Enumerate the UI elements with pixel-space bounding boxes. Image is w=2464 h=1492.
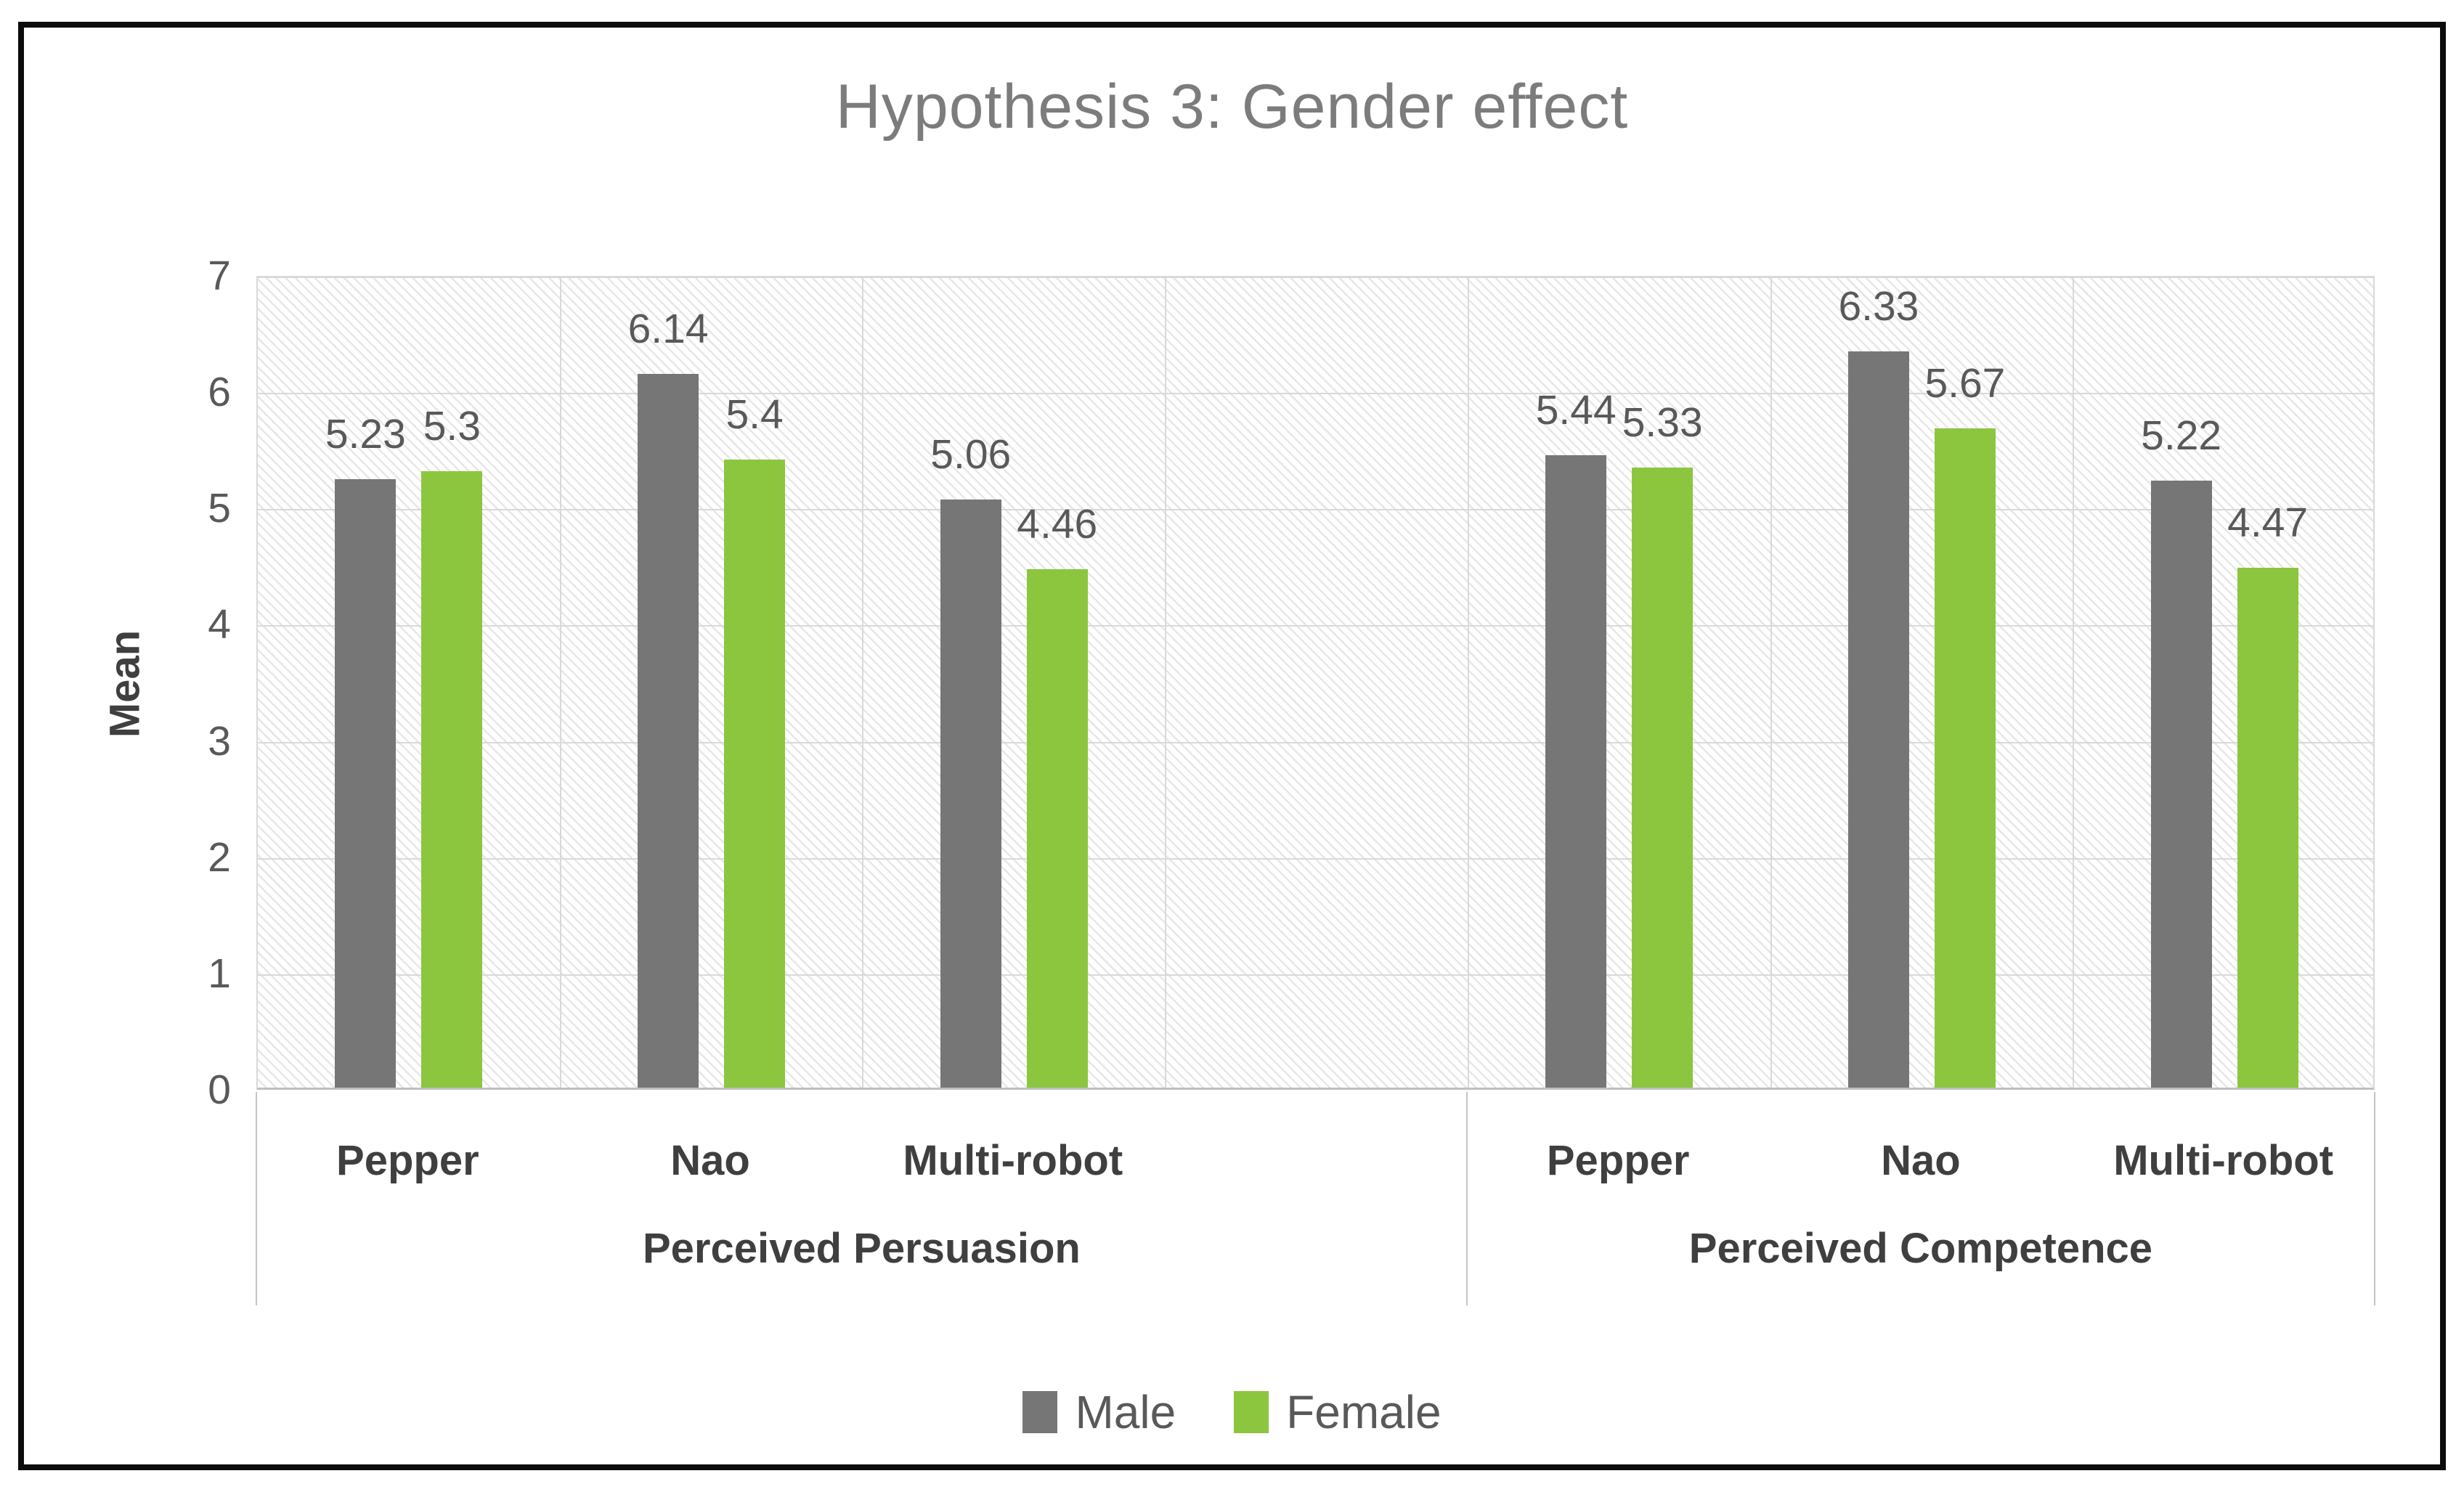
group-label-perceived-persuasion: Perceived Persuasion	[642, 1225, 1081, 1272]
gridline-vertical	[1467, 277, 1469, 1088]
category-label-pepper-perceived-persuasion: Pepper	[336, 1137, 479, 1184]
gridline-horizontal	[258, 625, 2373, 627]
value-label-male-multi-robot-perceived-persuasion: 5.06	[930, 431, 1012, 478]
y-tick-label: 6	[208, 369, 231, 416]
gridline-horizontal	[258, 857, 2373, 860]
y-tick-label: 1	[208, 950, 231, 997]
bar-male-pepper-perceived-persuasion	[335, 479, 397, 1088]
bar-male-nao-perceived-competence	[1847, 351, 1909, 1088]
bar-female-multi-robot-perceived-competence	[2237, 568, 2298, 1088]
legend: Male Female	[0, 1385, 2464, 1439]
value-label-female-pepper-perceived-persuasion: 5.3	[423, 403, 481, 450]
gridline-horizontal	[258, 741, 2373, 743]
bar-female-multi-robot-perceived-persuasion	[1026, 568, 1088, 1088]
value-label-male-nao-perceived-persuasion: 6.14	[627, 305, 709, 352]
gridline-vertical	[2073, 277, 2075, 1088]
gridline-vertical	[1770, 277, 1772, 1088]
legend-swatch-female	[1234, 1391, 1269, 1433]
legend-item-male: Male	[1022, 1385, 1176, 1439]
value-label-female-multi-robot-perceived-competence: 4.47	[2227, 500, 2309, 547]
bar-male-multi-robot-perceived-competence	[2150, 481, 2212, 1088]
gridline-vertical	[862, 277, 864, 1088]
bar-male-nao-perceived-persuasion	[638, 373, 699, 1088]
gridline-horizontal	[258, 393, 2373, 395]
value-label-female-nao-perceived-persuasion: 5.4	[725, 391, 784, 439]
legend-label-male: Male	[1075, 1386, 1176, 1438]
bar-female-pepper-perceived-persuasion	[421, 471, 483, 1088]
y-tick-label: 5	[208, 485, 231, 532]
y-tick-label: 4	[208, 601, 231, 648]
legend-label-female: Female	[1286, 1386, 1442, 1438]
bar-female-nao-perceived-competence	[1934, 428, 1996, 1088]
category-label-nao-perceived-competence: Nao	[1881, 1137, 1961, 1184]
axis-group-separator	[2374, 1092, 2375, 1305]
gridline-horizontal	[258, 277, 2373, 278]
y-tick-label: 3	[208, 717, 231, 765]
value-label-female-multi-robot-perceived-persuasion: 4.46	[1017, 500, 1098, 547]
value-label-male-pepper-perceived-persuasion: 5.23	[325, 411, 406, 458]
bar-male-multi-robot-perceived-persuasion	[940, 499, 1001, 1088]
value-label-female-nao-perceived-competence: 5.67	[1924, 359, 2006, 407]
category-label-pepper-perceived-competence: Pepper	[1546, 1137, 1690, 1184]
y-tick-label: 0	[208, 1067, 231, 1113]
bar-female-nao-perceived-persuasion	[724, 460, 786, 1088]
category-label-multi-robot-perceived-competence: Multi-robot	[2113, 1137, 2334, 1184]
gridline-vertical	[1165, 277, 1167, 1088]
y-tick-label: 7	[208, 253, 231, 299]
axis-group-separator	[1465, 1092, 1468, 1305]
gridline-horizontal	[258, 974, 2373, 976]
gridline-horizontal	[258, 509, 2373, 511]
value-label-male-multi-robot-perceived-competence: 5.22	[2141, 412, 2222, 460]
category-label-multi-robot-perceived-persuasion: Multi-robot	[903, 1137, 1123, 1184]
legend-swatch-male	[1022, 1391, 1058, 1433]
gridline-vertical	[559, 277, 561, 1088]
y-tick-label: 2	[208, 833, 231, 881]
value-label-male-pepper-perceived-competence: 5.44	[1535, 386, 1617, 433]
axis-group-separator	[256, 1092, 257, 1305]
category-label-nao-perceived-persuasion: Nao	[670, 1137, 750, 1184]
bar-male-pepper-perceived-competence	[1545, 454, 1607, 1088]
group-label-perceived-competence: Perceived Competence	[1688, 1225, 2153, 1272]
value-label-male-nao-perceived-competence: 6.33	[1838, 283, 1919, 330]
value-label-female-pepper-perceived-competence: 5.33	[1622, 399, 1703, 447]
legend-item-female: Female	[1234, 1385, 1442, 1439]
bar-female-pepper-perceived-competence	[1632, 468, 1694, 1088]
plot-area: 5.23 5.3 6.14 5.4 5.06 4.46 5.44 5.33 6.33 5.67 5.…	[256, 276, 2375, 1090]
chart-title: Hypothesis 3: Gender effect	[835, 72, 1629, 142]
